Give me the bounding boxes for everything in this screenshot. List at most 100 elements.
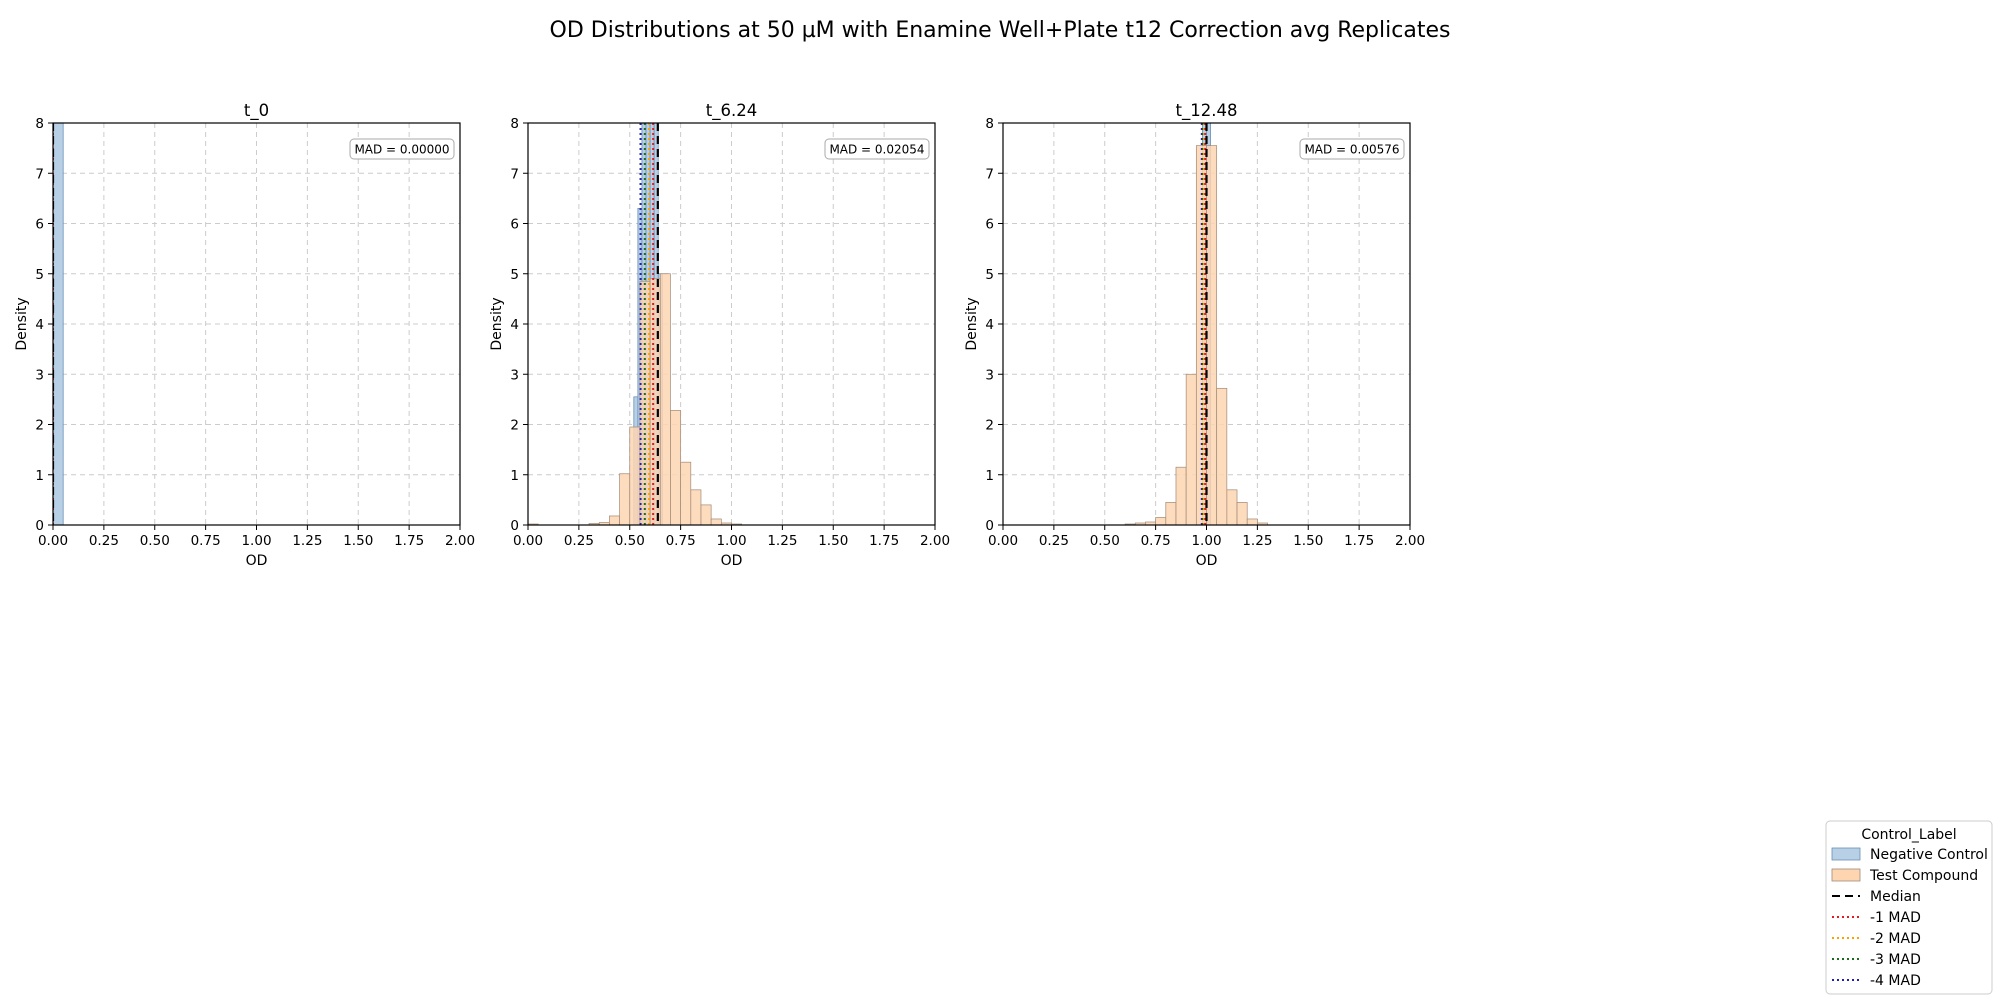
legend-entry: -1 MAD xyxy=(1832,910,1921,926)
subplot-title: t_6.24 xyxy=(706,101,757,121)
x-axis-label: OD xyxy=(246,553,268,569)
legend-label: -4 MAD xyxy=(1870,973,1921,989)
y-tick-label: 2 xyxy=(985,418,994,434)
legend-swatch xyxy=(1831,868,1861,882)
test-compound-bar xyxy=(1206,145,1218,525)
legend-entry: Median xyxy=(1832,889,1921,905)
y-axis-label: Density xyxy=(489,297,505,350)
y-tick-label: 5 xyxy=(985,267,994,283)
x-tick-label: 1.25 xyxy=(1242,533,1272,549)
x-tick-label: 2.00 xyxy=(920,533,950,549)
mad-annotation: MAD = 0.00576 xyxy=(1299,138,1405,160)
mad-annotation-box xyxy=(1299,138,1405,160)
x-tick-label: 0.00 xyxy=(988,533,1018,549)
mad-annotation: MAD = 0.02054 xyxy=(824,138,930,160)
test-compound-bar xyxy=(609,515,620,525)
panels: 0.00 0.25 0.50 0.75 1.00 1.25 1.50 1.75 2.00 0 1 2 3… xyxy=(14,101,1425,569)
legend-entry: -2 MAD xyxy=(1832,931,1921,947)
test-compound-bar xyxy=(1226,489,1238,525)
test-compound-bar xyxy=(1246,518,1258,525)
y-tick-label: 3 xyxy=(35,367,44,383)
x-tick-label: 1.00 xyxy=(241,533,271,549)
y-tick-label: 0 xyxy=(35,518,44,534)
y-tick-label: 1 xyxy=(35,468,44,484)
x-tick-label: 1.75 xyxy=(1344,533,1374,549)
y-tick-label: 8 xyxy=(35,116,44,132)
mad-annotation-box xyxy=(824,138,930,160)
y-tick-label: 7 xyxy=(35,166,44,182)
x-tick-label: 0.75 xyxy=(666,533,696,549)
figure-title: OD Distributions at 50 µM with Enamine W… xyxy=(550,18,1451,43)
y-tick-label: 4 xyxy=(510,317,519,333)
test-compound-bar xyxy=(1185,373,1197,525)
mad-annotation-box xyxy=(349,138,455,160)
legend: Control_Label Negative Control Test Compou… xyxy=(1825,820,1993,995)
x-tick-label: 0.75 xyxy=(191,533,221,549)
x-tick-label: 0.25 xyxy=(1039,533,1069,549)
panel-3: 0.00 0.25 0.50 0.75 1.00 1.25 1.50 1.75 2.00 0 1 2 3… xyxy=(964,101,1425,569)
mad-annotation-text: MAD = 0.00000 xyxy=(354,143,449,157)
test-compound-bar xyxy=(659,273,671,525)
y-tick-label: 0 xyxy=(510,518,519,534)
test-compound-bar xyxy=(680,461,692,525)
test-compound-bar xyxy=(1216,387,1228,525)
y-tick-label: 3 xyxy=(985,367,994,383)
test-compound-bar xyxy=(690,489,702,525)
x-tick-label: 1.25 xyxy=(292,533,322,549)
legend-entry: Test Compound xyxy=(1831,868,1978,884)
x-tick-label: 0.50 xyxy=(140,533,170,549)
legend-label: Test Compound xyxy=(1869,868,1978,884)
y-tick-label: 0 xyxy=(985,518,994,534)
legend-label: Median xyxy=(1870,889,1921,905)
x-tick-label: 1.50 xyxy=(1293,533,1323,549)
y-tick-label: 1 xyxy=(510,468,519,484)
legend-swatch xyxy=(1831,847,1861,861)
y-tick-label: 5 xyxy=(35,267,44,283)
y-tick-label: 6 xyxy=(510,217,519,233)
y-tick-label: 8 xyxy=(510,116,519,132)
y-axis-label: Density xyxy=(14,297,30,350)
legend-entry: -4 MAD xyxy=(1832,973,1921,989)
x-axis-label: OD xyxy=(721,553,743,569)
test-compound-bar xyxy=(670,410,681,525)
x-tick-label: 0.50 xyxy=(615,533,645,549)
x-tick-label: 1.00 xyxy=(716,533,746,549)
y-tick-label: 7 xyxy=(510,166,519,182)
test-compound-bar xyxy=(1236,502,1248,525)
x-tick-label: 1.75 xyxy=(394,533,424,549)
mad-annotation-text: MAD = 0.02054 xyxy=(829,143,924,157)
y-tick-label: 8 xyxy=(985,116,994,132)
test-compound-bar xyxy=(1165,502,1177,525)
y-axis-label: Density xyxy=(964,297,980,350)
legend-entry: Negative Control xyxy=(1831,847,1988,863)
y-tick-label: 4 xyxy=(985,317,994,333)
negative-control-bar xyxy=(53,123,64,525)
legend-label: -2 MAD xyxy=(1870,931,1921,947)
legend-title: Control_Label xyxy=(1861,827,1956,843)
mad-annotation: MAD = 0.00000 xyxy=(349,138,455,160)
x-tick-label: 0.25 xyxy=(564,533,594,549)
panel-2: 0.00 0.25 0.50 0.75 1.00 1.25 1.50 1.75 2.00 0 1 2 3… xyxy=(489,101,950,569)
x-tick-label: 0.50 xyxy=(1090,533,1120,549)
test-compound-bar xyxy=(1175,466,1187,525)
y-tick-label: 3 xyxy=(510,367,519,383)
panel-1: 0.00 0.25 0.50 0.75 1.00 1.25 1.50 1.75 2.00 0 1 2 3… xyxy=(14,101,475,569)
test-compound-bar xyxy=(700,504,712,525)
x-tick-label: 2.00 xyxy=(1395,533,1425,549)
test-compound-bar xyxy=(629,426,641,525)
x-tick-label: 1.25 xyxy=(767,533,797,549)
legend-label: Negative Control xyxy=(1870,847,1988,863)
x-tick-label: 0.25 xyxy=(89,533,119,549)
subplot-title: t_12.48 xyxy=(1176,101,1238,121)
y-tick-label: 4 xyxy=(35,317,44,333)
x-tick-label: 1.50 xyxy=(818,533,848,549)
y-tick-label: 6 xyxy=(985,217,994,233)
y-tick-label: 5 xyxy=(510,267,519,283)
x-axis-label: OD xyxy=(1196,553,1218,569)
y-tick-label: 6 xyxy=(35,217,44,233)
test-compound-bar xyxy=(1155,517,1167,525)
x-tick-label: 0.75 xyxy=(1141,533,1171,549)
legend-box xyxy=(1825,820,1993,995)
mad-annotation-text: MAD = 0.00576 xyxy=(1304,143,1399,157)
